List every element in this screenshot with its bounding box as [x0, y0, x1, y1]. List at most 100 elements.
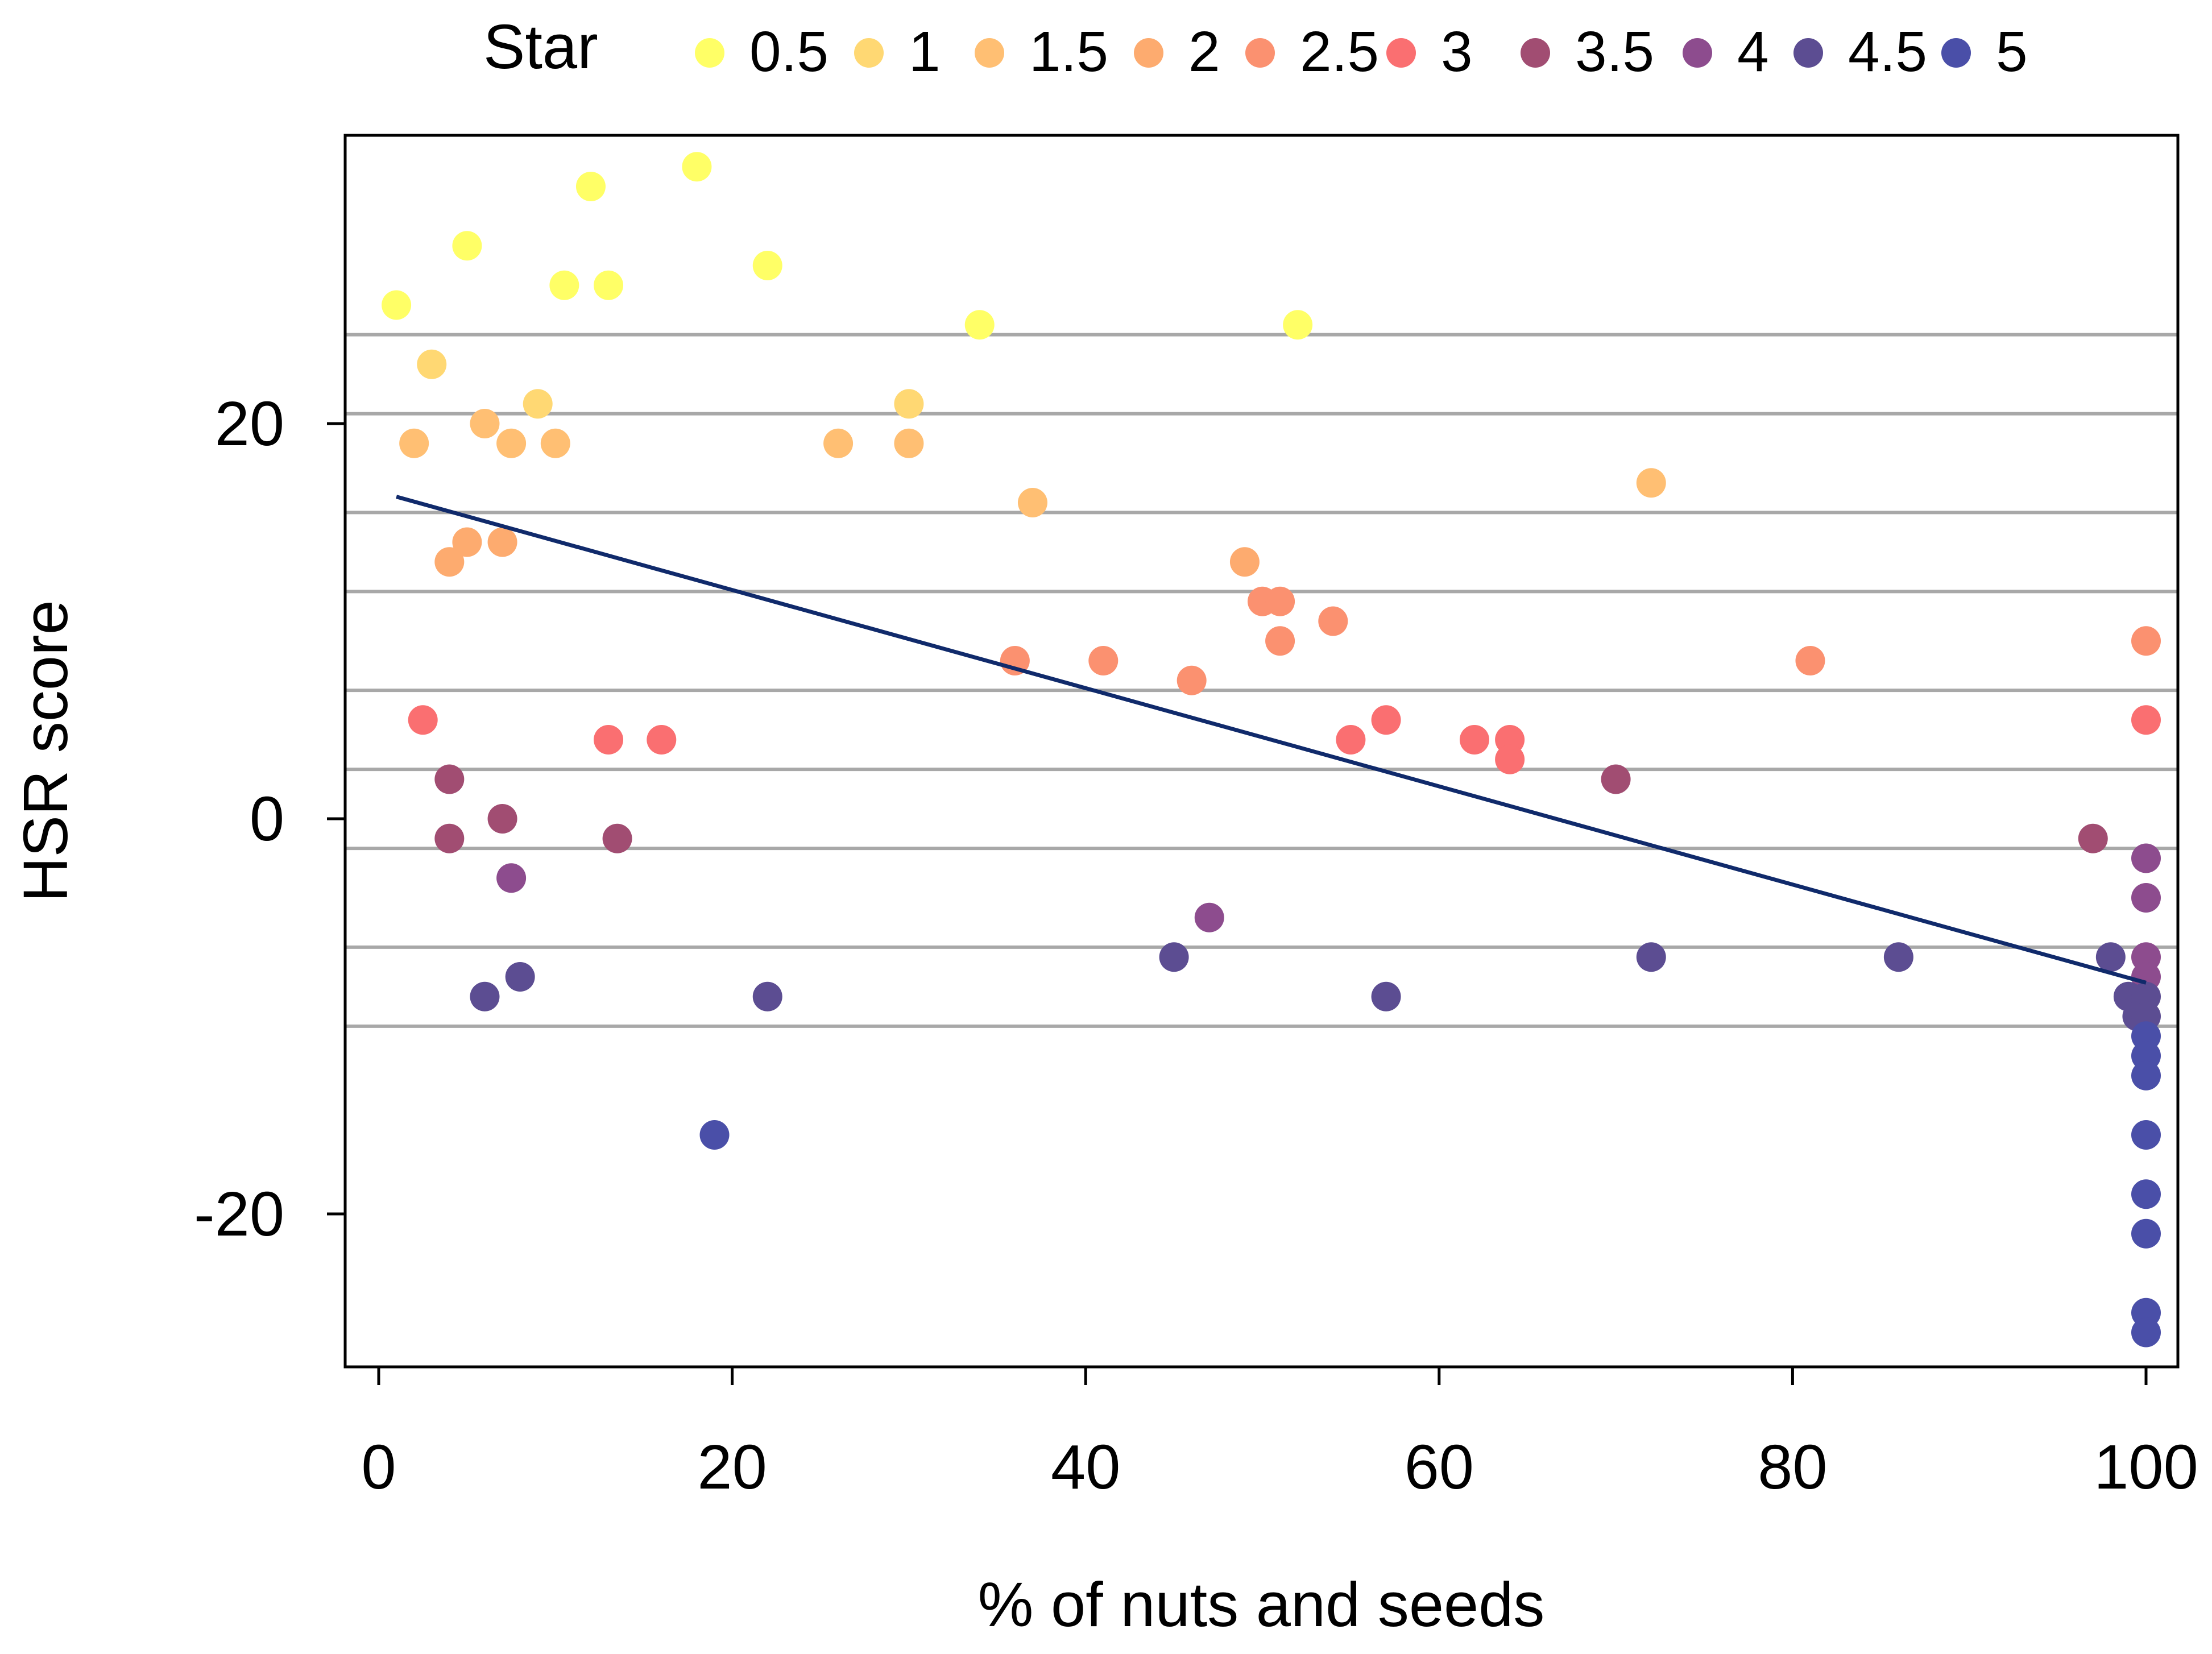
data-point	[408, 705, 438, 735]
data-point	[399, 428, 429, 458]
legend-label: 1	[909, 20, 941, 84]
regression-line-group	[396, 495, 2147, 985]
data-point	[417, 349, 447, 379]
data-point	[2131, 883, 2161, 913]
data-point	[1495, 744, 1525, 774]
data-point	[1283, 310, 1313, 340]
data-point	[1318, 606, 1348, 636]
data-point	[2131, 1317, 2161, 1348]
data-point	[1177, 665, 1207, 695]
data-point	[1371, 705, 1401, 735]
legend-marker	[1245, 38, 1275, 68]
data-point	[894, 428, 924, 458]
data-point	[575, 172, 606, 201]
data-point	[505, 962, 535, 992]
data-point	[594, 725, 624, 755]
legend-label: 2	[1188, 20, 1220, 84]
data-point	[434, 823, 465, 853]
data-point	[823, 428, 854, 458]
data-point	[2131, 705, 2161, 735]
legend-label: 0.5	[749, 20, 829, 84]
legend-label: 4.5	[1848, 20, 1927, 84]
legend-title: Star	[483, 12, 598, 82]
data-point	[1088, 646, 1119, 675]
x-tick-label: 100	[2094, 1432, 2198, 1502]
data-point	[1336, 725, 1366, 755]
data-point	[602, 823, 632, 853]
data-point	[1636, 942, 1666, 972]
legend-marker	[695, 38, 724, 68]
data-point	[549, 270, 579, 300]
data-point	[487, 527, 517, 557]
data-point	[752, 251, 782, 280]
legend-label: 2.5	[1300, 20, 1379, 84]
data-point	[1229, 547, 1260, 577]
data-point	[647, 725, 677, 755]
data-point	[1601, 764, 1631, 794]
plot-frame	[343, 134, 2180, 1369]
x-tick-label: 80	[1758, 1432, 1827, 1502]
data-point	[2131, 1120, 2161, 1150]
data-point	[523, 389, 553, 419]
x-tick-label: 0	[361, 1432, 396, 1502]
legend: Star 0.5 1 1.5 2 2.5 3 3.5 4 4.5 5	[483, 12, 2028, 84]
data-point	[2131, 1218, 2161, 1249]
data-point	[470, 409, 500, 438]
x-axis: 0 20 40 60 80 100	[361, 1367, 2198, 1502]
data-point	[1883, 942, 1913, 972]
x-axis-label: % of nuts and seeds	[978, 1570, 1545, 1640]
x-tick-label: 60	[1405, 1432, 1474, 1502]
data-point	[470, 981, 500, 1012]
data-point	[2078, 823, 2108, 853]
data-point	[452, 527, 482, 557]
regression-line	[396, 495, 2147, 985]
data-point	[2131, 1060, 2161, 1091]
reference-lines	[345, 333, 2178, 1028]
data-point	[1265, 626, 1295, 656]
legend-label: 3.5	[1575, 20, 1654, 84]
data-point	[540, 428, 570, 458]
legend-entries: 0.5 1 1.5 2 2.5 3 3.5 4 4.5 5	[695, 20, 2028, 84]
legend-marker	[1521, 38, 1550, 68]
data-point	[894, 389, 924, 419]
data-point	[434, 547, 465, 577]
legend-marker	[1683, 38, 1712, 68]
data-point	[1636, 468, 1666, 498]
data-point	[1017, 488, 1047, 517]
y-axis-label: HSR score	[11, 600, 81, 902]
data-point	[1459, 725, 1489, 755]
data-point	[699, 1120, 730, 1150]
data-point	[434, 764, 465, 794]
y-tick-label: 20	[215, 389, 284, 459]
x-tick-label: 20	[697, 1432, 767, 1502]
legend-label: 3	[1441, 20, 1473, 84]
data-point	[682, 152, 712, 182]
legend-label: 4	[1737, 20, 1769, 84]
data-point	[1194, 902, 1224, 932]
legend-marker	[1386, 38, 1416, 68]
data-point	[1795, 646, 1825, 675]
data-point	[594, 270, 624, 300]
data-point	[487, 804, 517, 834]
data-point	[452, 231, 482, 261]
data-point	[1371, 981, 1401, 1012]
x-tick-label: 40	[1051, 1432, 1120, 1502]
data-point	[1265, 586, 1295, 616]
data-point	[496, 428, 527, 458]
data-point	[496, 863, 527, 893]
data-point	[2131, 843, 2161, 873]
data-point	[964, 310, 995, 340]
data-point	[1159, 942, 1189, 972]
data-point	[2131, 626, 2161, 656]
data-point	[752, 981, 782, 1012]
legend-marker	[1134, 38, 1163, 68]
data-point	[2131, 1179, 2161, 1209]
legend-marker	[975, 38, 1004, 68]
data-point	[2095, 942, 2126, 972]
legend-marker	[854, 38, 884, 68]
data-points	[382, 152, 2161, 1348]
y-tick-label: 0	[250, 784, 284, 854]
legend-marker	[1793, 38, 1823, 68]
legend-label: 1.5	[1029, 20, 1108, 84]
